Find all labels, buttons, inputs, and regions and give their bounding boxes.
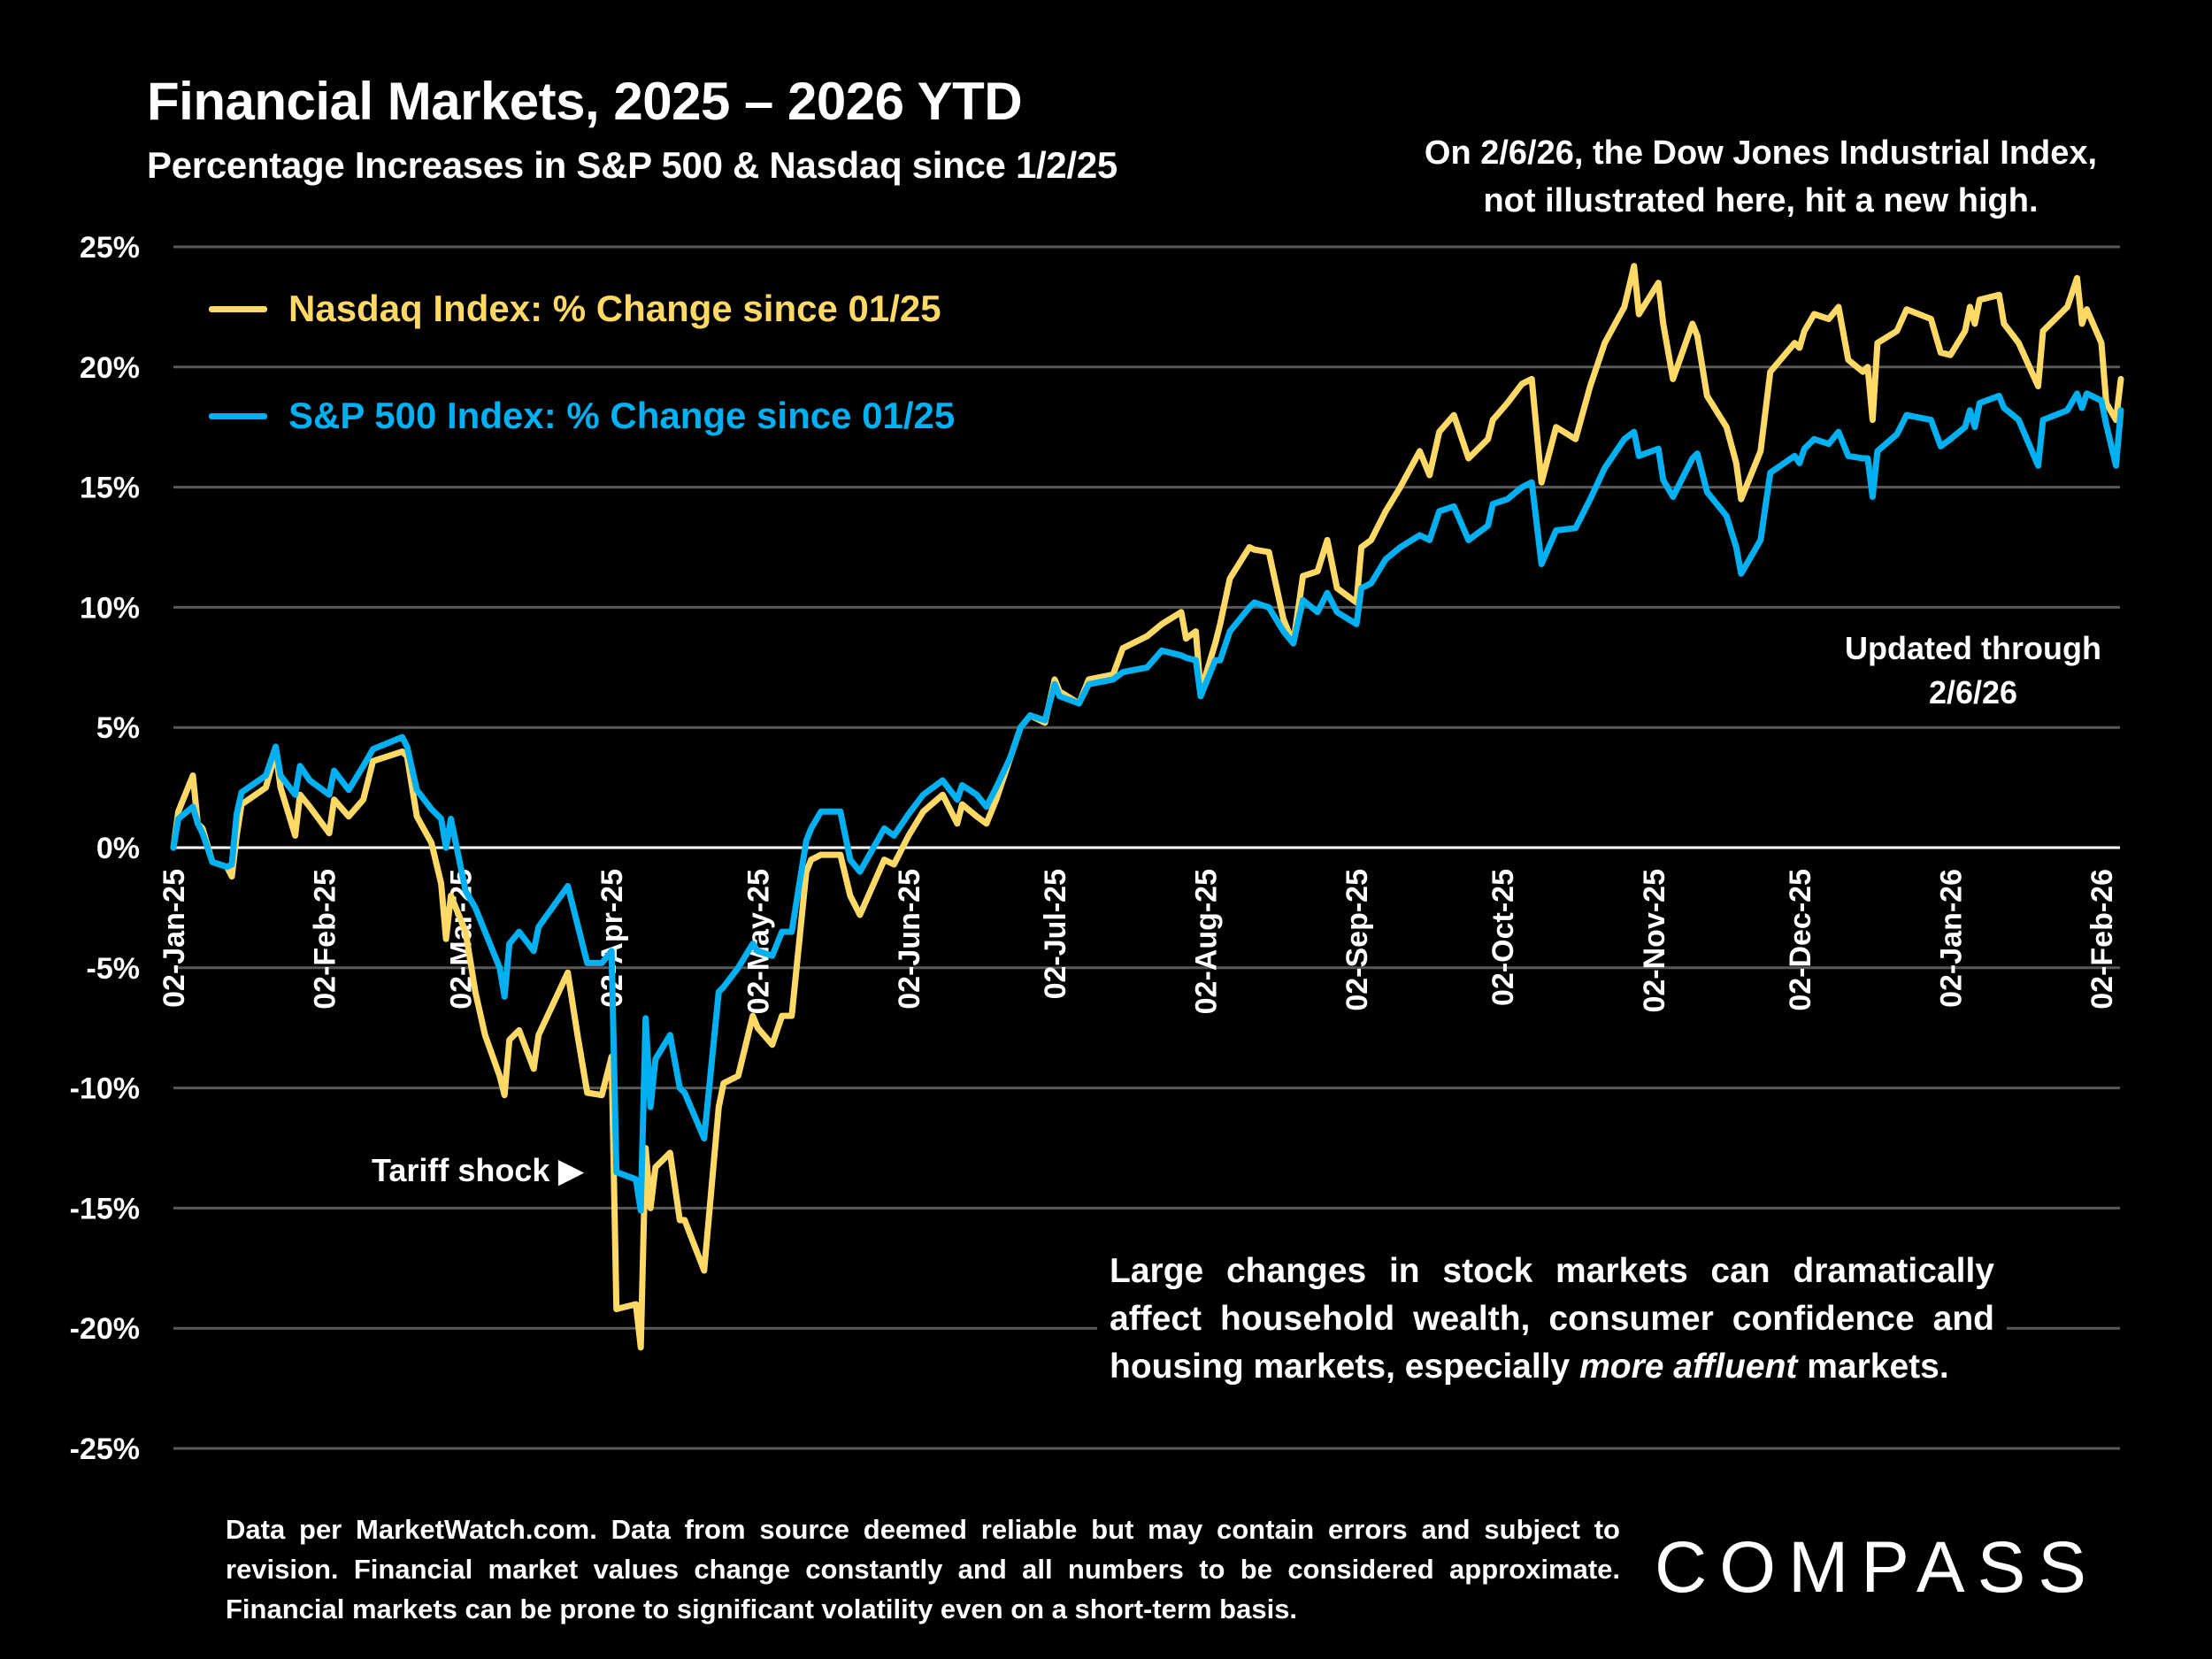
x-tick-label: 02-May-25 [741,869,775,1014]
y-tick-label: -15% [70,1192,140,1225]
x-tick-label: 02-Feb-26 [2085,869,2119,1010]
legend-swatch-sp500 [209,412,267,419]
legend-label-nasdaq: Nasdaq Index: % Change since 01/25 [288,288,941,329]
y-tick-label: 25% [80,231,140,265]
x-tick-label: 02-Sep-25 [1340,869,1374,1011]
x-tick-label: 02-Jun-25 [893,869,926,1010]
legend-item-nasdaq: Nasdaq Index: % Change since 01/25 [209,288,941,330]
chart-title: Financial Markets, 2025 – 2026 YTD [147,72,1023,131]
legend-swatch-nasdaq [209,305,267,312]
x-tick-label: 02-Feb-25 [309,869,342,1010]
y-axis-labels: 25% 20% 15% 10% 5% 0% -5% -10% -15% -20% -25% [70,231,140,1466]
legend-item-sp500: S&P 500 Index: % Change since 01/25 [209,395,955,437]
tariff-shock-annotation: Tariff shock ▶ [372,1152,584,1188]
commentary-text-end: markets. [1797,1348,1949,1386]
y-tick-label: 5% [96,711,140,745]
nasdaq-series-line [170,263,2124,1351]
series-lines [170,263,2124,1351]
dow-jones-note-line-2: not illustrated here, hit a new high. [1483,182,2039,219]
y-tick-label: 10% [80,591,140,625]
y-tick-label: -10% [70,1072,140,1106]
x-tick-label: 02-Nov-25 [1638,869,1671,1013]
commentary-paragraph: Large changes in stock markets can drama… [1097,1248,2007,1391]
disclaimer: Data per MarketWatch.com. Data from sour… [226,1514,1620,1624]
x-tick-label: 02-Aug-25 [1190,869,1224,1014]
x-tick-label: 02-Dec-25 [1784,869,1817,1011]
chart-subtitle: Percentage Increases in S&P 500 & Nasdaq… [147,144,1118,186]
y-tick-label: -20% [70,1312,140,1346]
x-tick-label: 02-Oct-25 [1486,869,1520,1006]
dow-jones-note-line-1: On 2/6/26, the Dow Jones Industrial Inde… [1424,134,2098,172]
x-tick-label: 02-Jan-25 [157,869,191,1008]
compass-logo: COMPASS [1655,1527,2099,1608]
updated-through-annotation: Updated through 2/6/26 [1796,626,2150,715]
updated-line-1: Updated through [1845,630,2101,666]
sp500-series-line [170,390,2124,1214]
x-tick-label: 02-Jan-26 [1934,869,1968,1008]
y-tick-label: 15% [80,472,140,505]
y-tick-label: 0% [96,832,140,865]
commentary-italic: more affluent [1579,1348,1798,1386]
commentary-text: Large changes in stock markets can drama… [1110,1252,1994,1386]
y-tick-label: -5% [87,952,140,986]
dow-jones-note: On 2/6/26, the Dow Jones Industrial Inde… [1380,129,2141,225]
y-tick-label: 20% [80,351,140,385]
updated-line-2: 2/6/26 [1928,674,2018,710]
legend-label-sp500: S&P 500 Index: % Change since 01/25 [288,395,956,436]
x-axis-labels: 02-Jan-25 02-Feb-25 02-Mar-25 02-Apr-25 02-M… [157,869,2119,1014]
x-tick-label: 02-Jul-25 [1039,869,1072,999]
y-tick-label: -25% [70,1432,140,1466]
